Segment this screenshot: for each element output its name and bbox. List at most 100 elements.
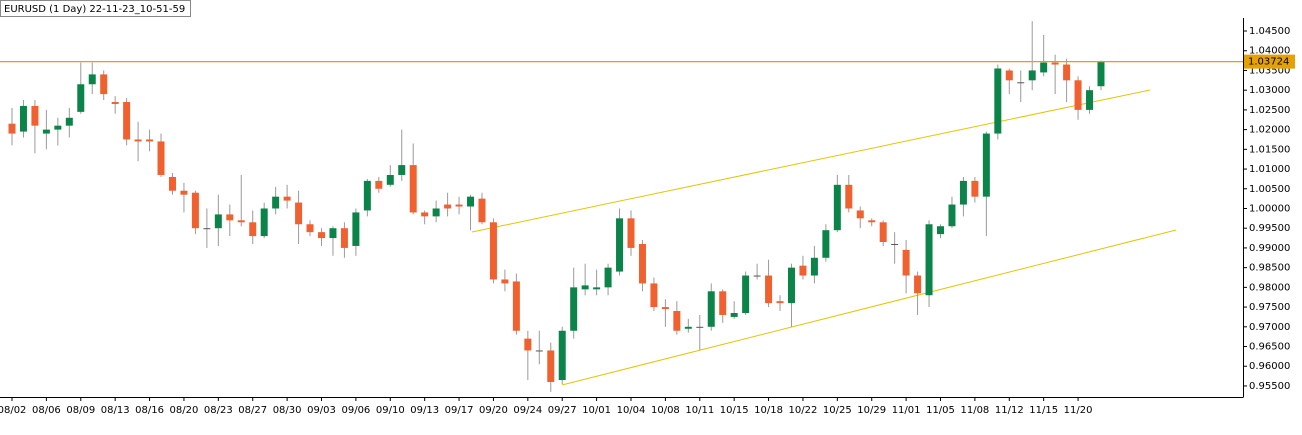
x-tick-label: 10/25 [823,405,852,416]
candle-body [512,281,520,331]
x-tick-label: 09/13 [410,405,439,416]
candle-body [593,287,601,290]
candle-body [146,139,154,142]
candle-body [65,117,73,126]
candle-body [1028,70,1036,81]
y-tick-label: 1.02000 [1249,125,1290,136]
x-tick-label: 10/22 [789,405,818,416]
x-tick-label: 10/08 [651,405,680,416]
candle-body [684,326,692,329]
candle-body [398,165,406,175]
candle-body [616,218,624,272]
candle-body [959,180,967,205]
y-tick-label: 0.96000 [1249,361,1290,372]
x-tick-label: 08/20 [170,405,199,416]
candle-body [833,184,841,231]
y-tick-label: 0.99500 [1249,223,1290,234]
candle-body [638,243,646,284]
candle-body [19,105,27,132]
candle-body [1005,70,1013,81]
candle-body [489,222,497,280]
candle-body [432,208,440,217]
last-price-label: 1.03724 [1248,57,1289,68]
candle-body [340,228,348,248]
x-tick-label: 11/20 [1064,405,1093,416]
candle-body [31,105,39,126]
candle-body [157,141,165,175]
candle-body [937,226,945,235]
candles [8,21,1105,392]
y-tick-label: 1.00000 [1249,203,1290,214]
x-tick-label: 11/08 [960,405,989,416]
candle-body [558,330,566,381]
candle-body [776,301,784,304]
candle-body [787,267,795,304]
candle-body [1040,62,1048,73]
y-tick-label: 1.00500 [1249,184,1290,195]
x-tick-label: 11/05 [926,405,955,416]
candle-body [191,192,199,229]
candle-body [467,196,475,207]
candle-body [444,204,452,209]
x-tick-label: 08/13 [101,405,130,416]
candle-body [810,257,818,276]
candle-body [535,350,543,352]
candle-body [1017,82,1025,84]
candle-body [547,350,555,383]
candle-body [891,243,899,245]
trend-line [561,229,1177,386]
candle-body [375,180,383,189]
candle-body [249,222,257,237]
candle-body [478,198,486,223]
x-tick-label: 11/15 [1029,405,1058,416]
candle-body [730,312,738,317]
x-tick-label: 11/01 [892,405,921,416]
candle-body [753,275,761,277]
candle-body [673,311,681,331]
candle-body [386,174,394,185]
candle-body [1097,61,1105,87]
candle-body [627,218,635,248]
candle-body [604,267,612,288]
candle-body [180,190,188,195]
candle-body [845,184,853,209]
y-tick-label: 0.97000 [1249,322,1290,333]
candle-body [237,220,245,223]
x-tick-label: 11/12 [995,405,1024,416]
candle-body [214,214,222,229]
candle-body [696,326,704,328]
y-tick-label: 0.95500 [1249,381,1290,392]
x-tick-label: 10/29 [857,405,886,416]
x-tick-label: 10/04 [617,405,646,416]
candle-body [742,275,750,313]
x-tick-label: 10/01 [582,405,611,416]
x-tick-label: 09/06 [341,405,370,416]
candle-body [501,279,509,284]
candle-body [421,212,429,217]
candle-body [134,139,142,142]
x-tick-label: 08/30 [273,405,302,416]
last-price-box [1244,54,1295,69]
candle-body [329,228,337,239]
candle-body [948,204,956,227]
candle-body [306,224,314,233]
candle-body [661,307,669,310]
candle-body [1074,80,1082,110]
x-tick-label: 10/18 [754,405,783,416]
candle-body [570,287,578,331]
candle-body [719,291,727,315]
candle-body [455,204,463,207]
candle-body [352,212,360,246]
candle-body [100,74,108,95]
y-tick-label: 0.98500 [1249,263,1290,274]
x-tick-label: 08/09 [66,405,95,416]
candle-body [88,74,96,85]
chart-title: EURUSD (1 Day) 22-11-23_10-51-59 [4,4,185,15]
x-tick-label: 09/24 [513,405,542,416]
candle-body [226,214,234,221]
x-tick-label: 09/17 [445,405,474,416]
candle-body [272,196,280,209]
candle-body [42,129,50,134]
x-tick-label: 09/03 [307,405,336,416]
